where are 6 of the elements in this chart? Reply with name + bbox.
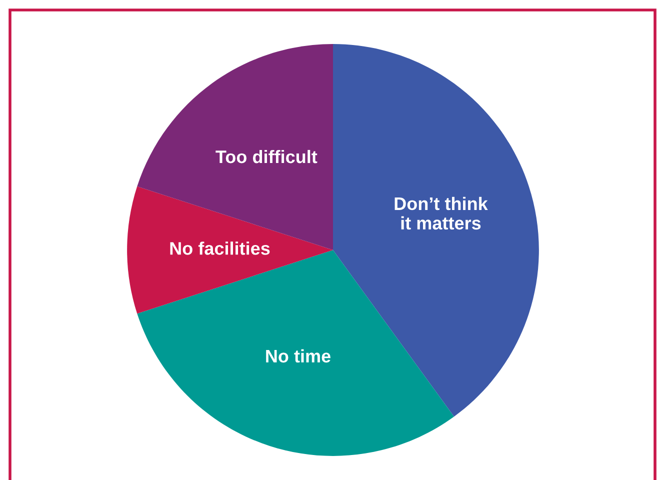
slice-label: No time xyxy=(266,349,330,363)
slice-label: Too difficult xyxy=(216,150,318,164)
pie-slice xyxy=(127,186,333,314)
pie-slice xyxy=(333,44,539,417)
slice-label: No facilities xyxy=(170,242,270,255)
slice-label: Don’t think it matters xyxy=(394,196,488,230)
